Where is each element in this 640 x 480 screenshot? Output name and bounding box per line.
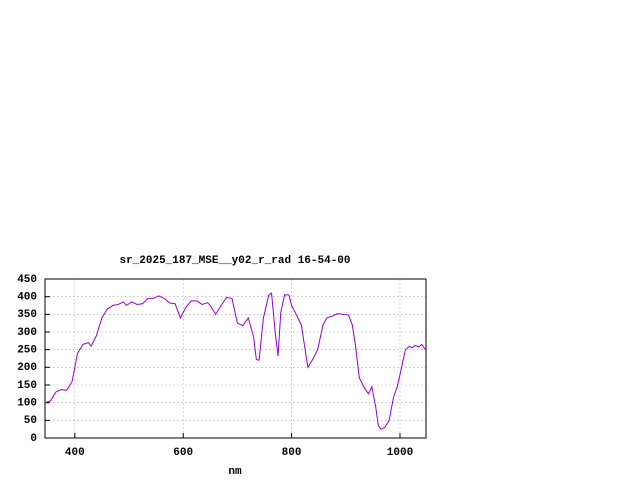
- y-tick-label: 350: [17, 309, 37, 321]
- y-tick-label: 250: [17, 345, 37, 357]
- x-tick-label: 1000: [387, 447, 413, 459]
- x-tick-label: 400: [65, 447, 85, 459]
- x-tick-label: 600: [173, 447, 193, 459]
- plot-frame: [44, 278, 427, 439]
- y-tick-label: 450: [17, 274, 37, 286]
- y-tick-label: 100: [17, 398, 37, 410]
- y-tick-label: 400: [17, 292, 37, 304]
- x-axis-label: nm: [228, 466, 242, 478]
- y-tick-label: 300: [17, 327, 37, 339]
- data-line: [44, 292, 427, 430]
- chart-title: sr_2025_187_MSE__y02_r_rad 16-54-00: [119, 255, 350, 267]
- y-tick-label: 200: [17, 362, 37, 374]
- y-tick-label: 150: [17, 380, 37, 392]
- y-tick-label: 0: [30, 433, 37, 445]
- y-tick-label: 50: [24, 415, 37, 427]
- x-tick-label: 800: [282, 447, 302, 459]
